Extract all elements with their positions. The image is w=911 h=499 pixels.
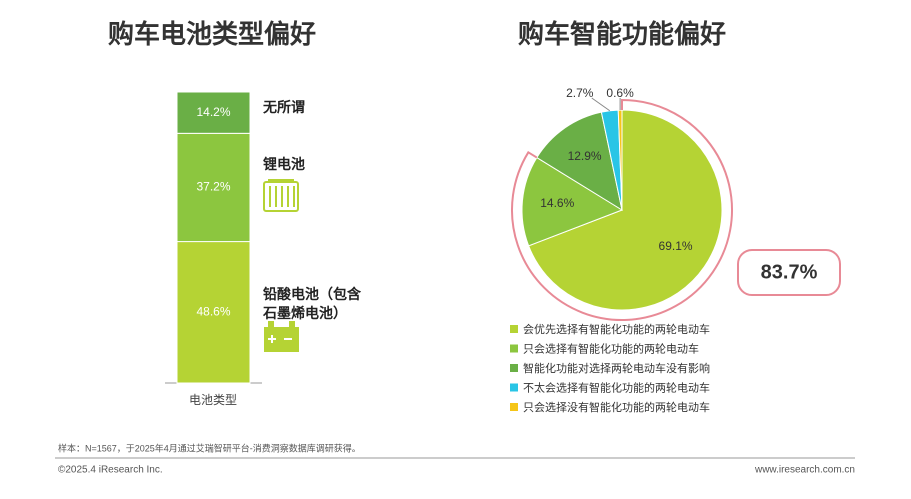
highlight-box — [737, 249, 841, 296]
legend-label: 会优先选择有智能化功能的两轮电动车 — [523, 322, 710, 336]
legend-swatch — [510, 325, 518, 333]
bar-segment — [176, 132, 251, 243]
legend-label: 铅酸电池（包含石墨烯电池） — [263, 286, 361, 321]
chart-title: 购车智能功能偏好 — [518, 19, 726, 49]
data-label: 2.7% — [566, 86, 594, 100]
legend-swatch — [510, 364, 518, 372]
pie-slice — [536, 111, 623, 212]
annotation: 83.7% — [761, 261, 818, 283]
data-label: 12.9% — [568, 149, 602, 163]
x-tick-label: 电池类型 — [189, 393, 237, 407]
battery-icon — [263, 179, 299, 212]
pie-slice — [521, 156, 624, 247]
legend-label: 无所谓 — [263, 99, 305, 115]
legend-swatch — [510, 344, 518, 353]
legend-swatch — [510, 403, 518, 411]
legend-swatch — [510, 383, 518, 392]
legend-label: 只会选择有智能化功能的两轮电动车 — [523, 341, 699, 355]
legend-label: 只会选择没有智能化功能的两轮电动车 — [523, 400, 710, 414]
pie-slice — [527, 109, 723, 311]
battery-icon — [264, 321, 299, 352]
legend-label: 智能化功能对选择两轮电动车没有影响 — [523, 361, 710, 375]
data-label: 37.2% — [196, 180, 230, 194]
data-label: 0.6% — [606, 86, 634, 100]
footnote: 样本：N=1567，于2025年4月通过艾瑞智研平台-消费洞察数据库调研获得。 — [58, 442, 361, 453]
highlight-ring — [511, 98, 733, 321]
data-label: 14.2% — [196, 105, 230, 119]
data-label: 48.6% — [196, 304, 230, 318]
legend-label: 不太会选择有智能化功能的两轮电动车 — [523, 380, 710, 394]
chart-title: 购车电池类型偏好 — [108, 19, 316, 49]
data-label: 14.6% — [540, 196, 574, 210]
legend-label: 锂电池 — [263, 156, 305, 172]
data-label: 69.1% — [659, 239, 693, 253]
copyright: ©2025.4 iResearch Inc. — [58, 465, 163, 476]
website: www.iresearch.com.cn — [754, 465, 855, 476]
leader-line — [591, 97, 611, 112]
bar-segment — [176, 241, 251, 384]
bar-segment — [176, 91, 251, 134]
